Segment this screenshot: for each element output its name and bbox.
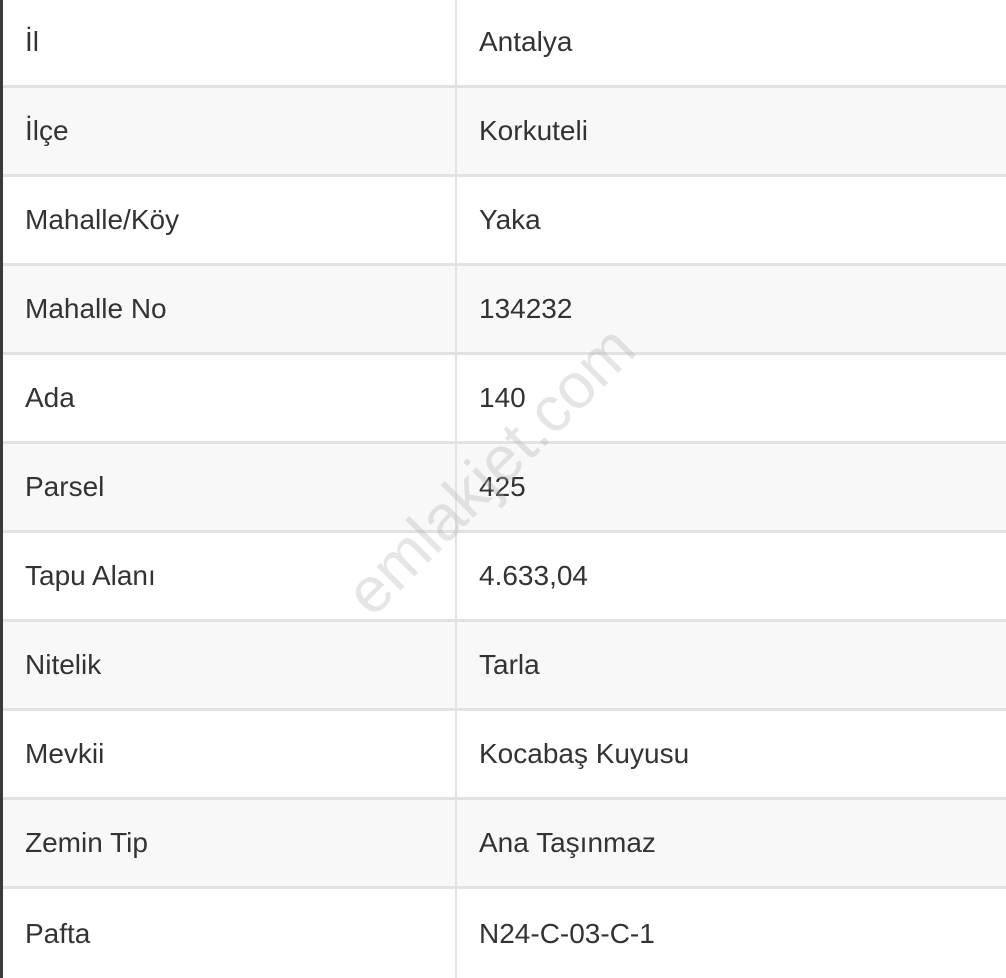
table-row: Mahalle/Köy Yaka [3,177,1006,266]
row-value: Tarla [479,649,540,680]
table-row: Mevkii Kocabaş Kuyusu [3,711,1006,800]
table-row: Nitelik Tarla [3,622,1006,711]
row-value: Kocabaş Kuyusu [479,738,690,769]
row-value: 140 [479,382,526,413]
row-label: Parsel [3,444,457,530]
row-label: Mahalle/Köy [3,177,457,263]
table-row: Ada 140 [3,355,1006,444]
row-value: 134232 [479,293,573,324]
table-row: İlçe Korkuteli [3,88,1006,177]
row-label: Nitelik [3,622,457,708]
row-label: Tapu Alanı [3,533,457,619]
row-value: 4.633,04 [479,560,588,591]
table-row: Zemin Tip Ana Taşınmaz [3,800,1006,889]
row-label: Zemin Tip [3,800,457,886]
row-value: 425 [479,471,526,502]
row-value: Yaka [479,204,541,235]
row-label: Mevkii [3,711,457,797]
row-label: Mahalle No [3,266,457,352]
table-row: Pafta N24-C-03-C-1 [3,889,1006,978]
row-label: Pafta [3,889,457,978]
row-value: N24-C-03-C-1 [479,917,655,949]
row-label: İlçe [3,88,457,174]
table-row: Parsel 425 [3,444,1006,533]
row-label: Ada [3,355,457,441]
table-row: İl Antalya [3,0,1006,88]
row-value: Ana Taşınmaz [479,827,656,858]
table-row: Tapu Alanı 4.633,04 [3,533,1006,622]
row-value: Korkuteli [479,115,588,146]
row-label: İl [3,0,457,85]
row-value: Antalya [479,26,573,57]
table-row: Mahalle No 134232 [3,266,1006,355]
